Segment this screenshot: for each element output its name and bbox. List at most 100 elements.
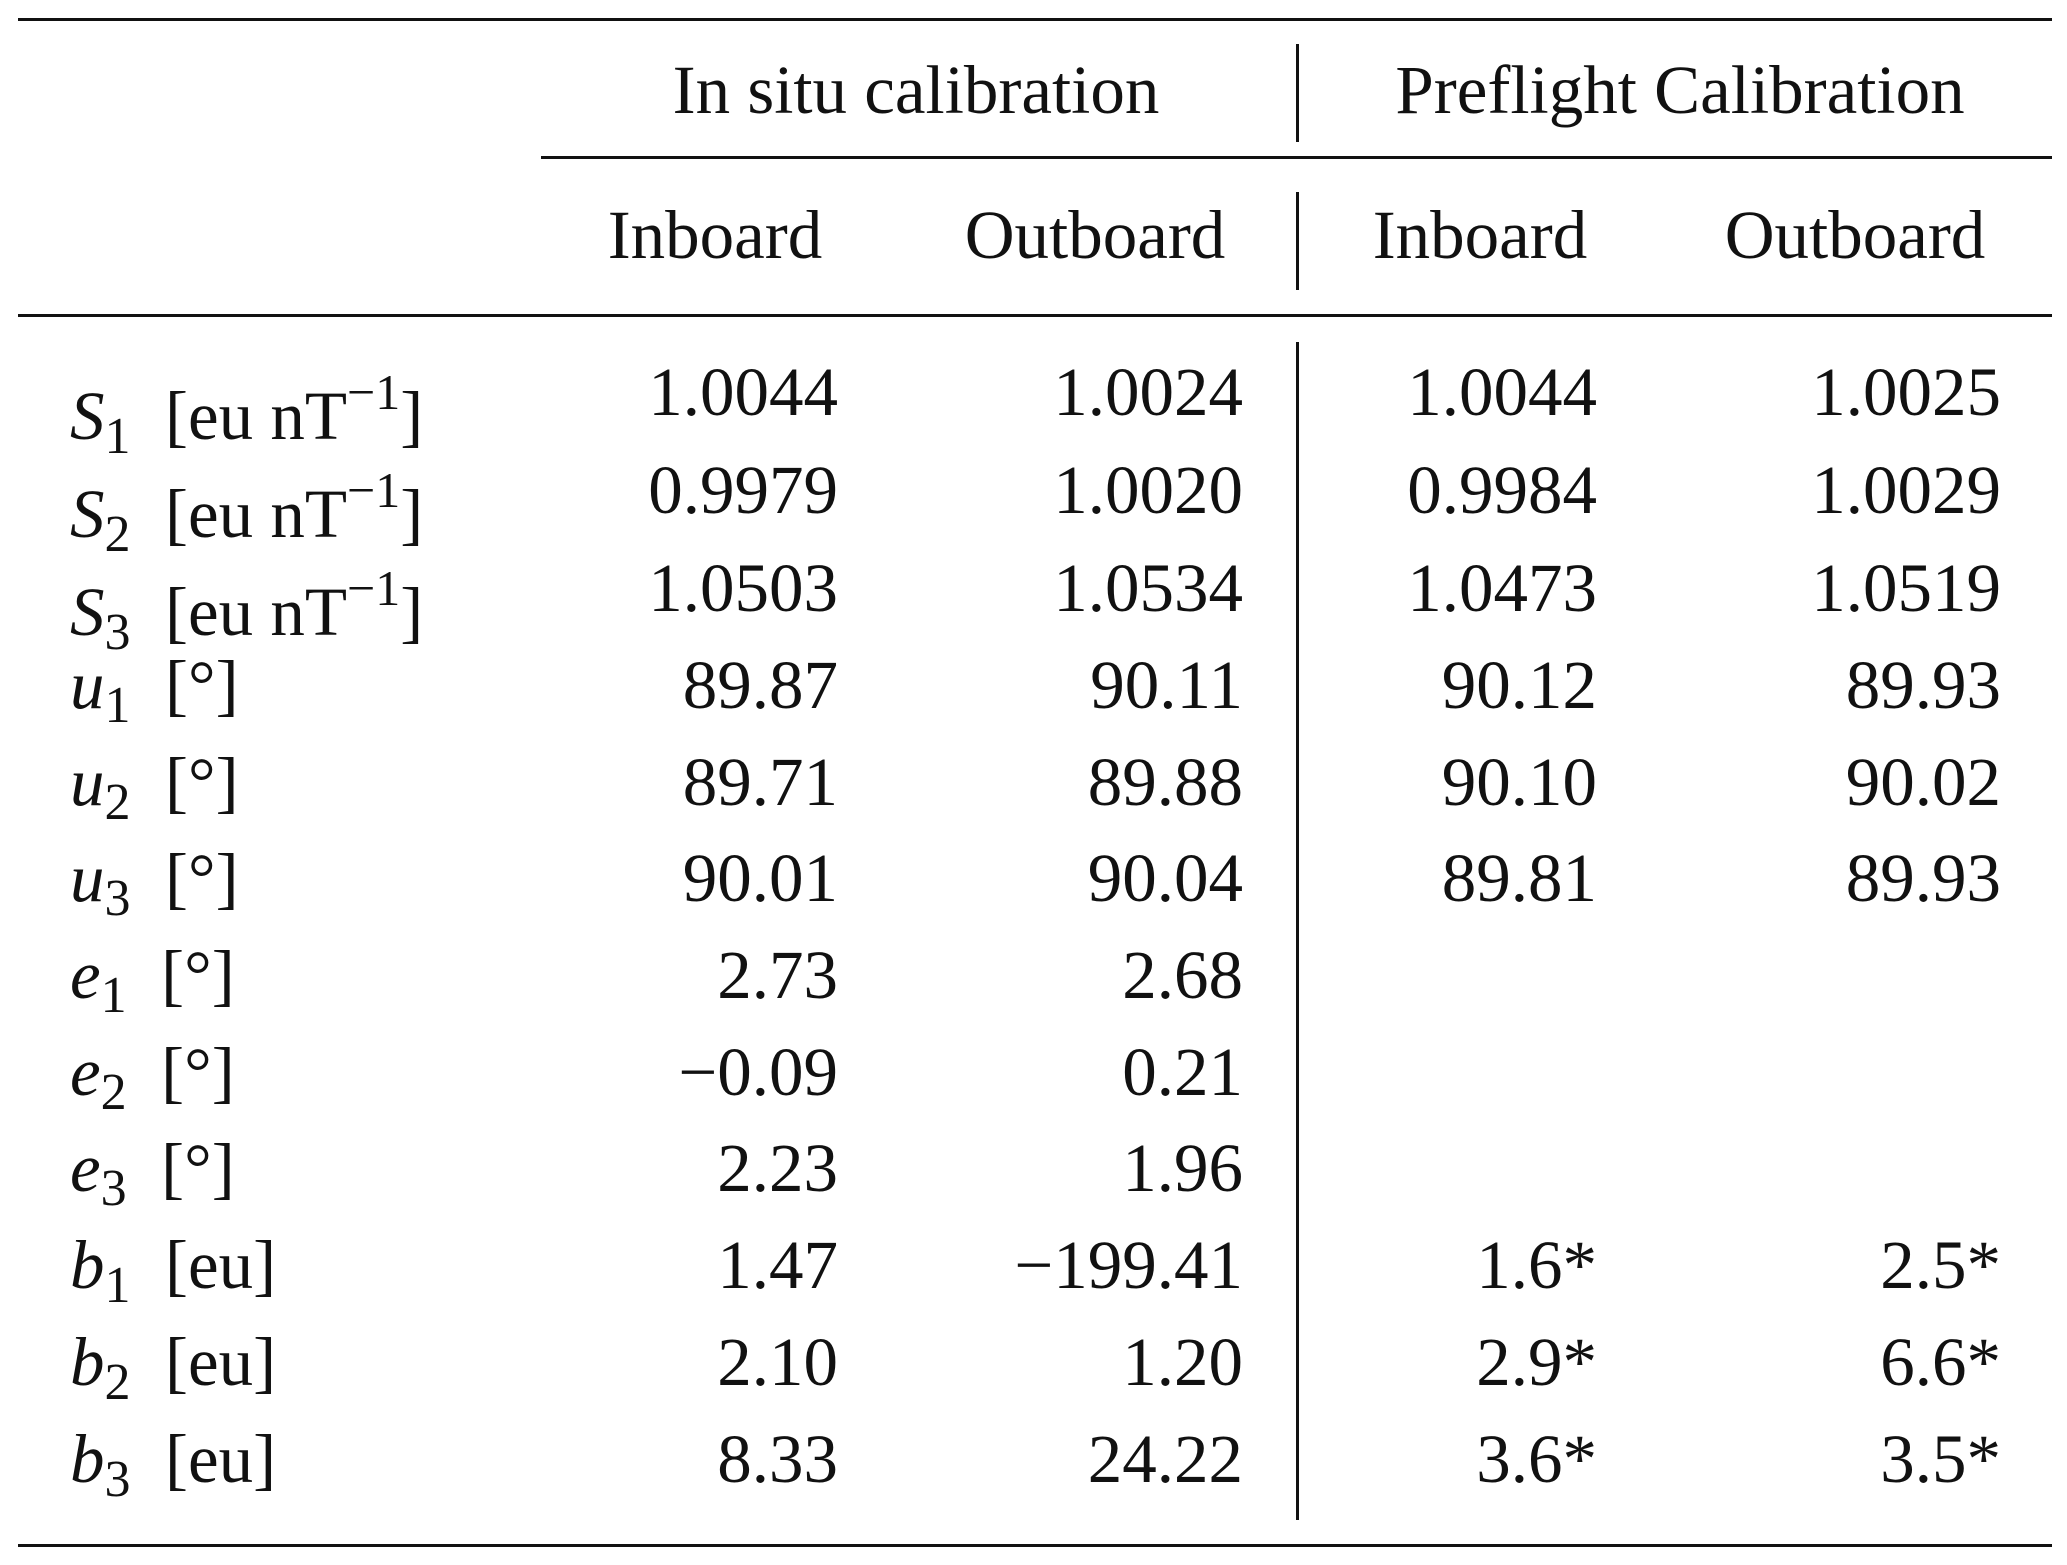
- row-label: e2 [°]: [70, 1032, 235, 1133]
- parameter-subscript: 2: [104, 774, 131, 831]
- parameter-symbol: e: [70, 1034, 101, 1110]
- table-cell: 1.0473: [1407, 550, 1597, 626]
- parameter-symbol: u: [70, 647, 105, 723]
- table-cell: 1.0020: [1053, 452, 1243, 528]
- column-header-insitu-inboard: Inboard: [607, 197, 823, 273]
- table-cell: 2.23: [717, 1130, 838, 1206]
- row-label: S3 [eu nT−1]: [70, 548, 423, 673]
- table-cell: 1.0024: [1053, 354, 1243, 430]
- group-header-preflight: Preflight Calibration: [1395, 52, 1965, 128]
- unit-text: [°]: [161, 1034, 235, 1110]
- table-cell: 89.93: [1845, 647, 2001, 723]
- body-separator-line: [1296, 342, 1299, 1520]
- header-rule: [18, 314, 2052, 317]
- parameter-subscript: 1: [104, 677, 131, 734]
- table-cell: 1.0519: [1811, 550, 2001, 626]
- table-cell: 1.0044: [648, 354, 838, 430]
- table-cell: 3.5*: [1880, 1421, 2001, 1497]
- parameter-subscript: 2: [100, 1064, 127, 1121]
- unit-text: [°]: [165, 744, 239, 820]
- parameter-symbol: S: [70, 378, 105, 454]
- parameter-subscript: 2: [104, 1354, 131, 1411]
- table-cell: 1.96: [1122, 1130, 1243, 1206]
- table-cell: 1.6*: [1476, 1227, 1597, 1303]
- table-cell: 1.0534: [1053, 550, 1243, 626]
- table-cell: 90.02: [1845, 744, 2001, 820]
- table-cell: 3.6*: [1476, 1421, 1597, 1497]
- parameter-symbol: b: [70, 1324, 105, 1400]
- unit-text: [eu]: [165, 1227, 277, 1303]
- table-cell: 1.0503: [648, 550, 838, 626]
- parameter-symbol: e: [70, 937, 101, 1013]
- parameter-subscript: 3: [104, 870, 131, 927]
- group-header-rule: [541, 156, 2052, 159]
- group-separator-line: [1296, 44, 1299, 142]
- parameter-symbol: S: [70, 476, 105, 552]
- row-label: b3 [eu]: [70, 1419, 276, 1520]
- table-cell: 1.47: [717, 1227, 838, 1303]
- table-cell: 1.20: [1122, 1324, 1243, 1400]
- parameter-subscript: 3: [100, 1160, 127, 1217]
- table-cell: 90.10: [1441, 744, 1597, 820]
- unit-exponent: −1: [347, 364, 401, 420]
- row-label: b1 [eu]: [70, 1225, 276, 1326]
- table-cell: −199.41: [1014, 1227, 1243, 1303]
- group-header-in-situ: In situ calibration: [672, 52, 1160, 128]
- parameter-symbol: S: [70, 574, 105, 650]
- parameter-symbol: u: [70, 840, 105, 916]
- unit-closing-bracket: ]: [400, 378, 424, 454]
- table-cell: 1.0044: [1407, 354, 1597, 430]
- parameter-subscript: 1: [104, 1257, 131, 1314]
- parameter-subscript: 2: [104, 506, 131, 563]
- column-header-insitu-outboard: Outboard: [964, 197, 1226, 273]
- unit-exponent: −1: [347, 462, 401, 518]
- row-label: S2 [eu nT−1]: [70, 450, 423, 575]
- table-cell: 90.12: [1441, 647, 1597, 723]
- table-cell: 2.9*: [1476, 1324, 1597, 1400]
- parameter-symbol: b: [70, 1227, 105, 1303]
- unit-exponent: −1: [347, 560, 401, 616]
- table-cell: 89.81: [1441, 840, 1597, 916]
- parameter-symbol: b: [70, 1421, 105, 1497]
- row-label: u2 [°]: [70, 742, 239, 843]
- unit-text: [°]: [161, 937, 235, 1013]
- table-cell: 89.87: [682, 647, 838, 723]
- row-label: u3 [°]: [70, 838, 239, 939]
- table-cell: 2.10: [717, 1324, 838, 1400]
- table-cell: 1.0025: [1811, 354, 2001, 430]
- table-cell: 24.22: [1087, 1421, 1243, 1497]
- table-cell: 2.68: [1122, 937, 1243, 1013]
- unit-text: [eu]: [165, 1324, 277, 1400]
- table-cell: 90.04: [1087, 840, 1243, 916]
- unit-closing-bracket: ]: [400, 574, 424, 650]
- parameter-subscript: 1: [100, 967, 127, 1024]
- unit-text: [eu nT: [165, 574, 348, 650]
- table-cell: 89.71: [682, 744, 838, 820]
- table-cell: 0.9984: [1407, 452, 1597, 528]
- unit-text: [eu]: [165, 1421, 277, 1497]
- unit-closing-bracket: ]: [400, 476, 424, 552]
- table-cell: 90.01: [682, 840, 838, 916]
- unit-text: [°]: [161, 1130, 235, 1206]
- table-cell: 1.0029: [1811, 452, 2001, 528]
- row-label: b2 [eu]: [70, 1322, 276, 1423]
- top-rule: [18, 18, 2052, 21]
- parameter-subscript: 3: [104, 604, 131, 661]
- table-cell: 0.9979: [648, 452, 838, 528]
- table-cell: 6.6*: [1880, 1324, 2001, 1400]
- table-cell: 2.73: [717, 937, 838, 1013]
- table-cell: −0.09: [678, 1034, 838, 1110]
- column-header-preflight-outboard: Outboard: [1724, 197, 1986, 273]
- table-cell: 90.11: [1090, 647, 1243, 723]
- parameter-subscript: 3: [104, 1451, 131, 1508]
- table-cell: 89.88: [1087, 744, 1243, 820]
- row-label: e3 [°]: [70, 1128, 235, 1229]
- unit-text: [°]: [165, 647, 239, 723]
- table-cell: 89.93: [1845, 840, 2001, 916]
- row-label: e1 [°]: [70, 935, 235, 1036]
- unit-text: [°]: [165, 840, 239, 916]
- table-cell: 2.5*: [1880, 1227, 2001, 1303]
- column-separator-line: [1296, 192, 1299, 290]
- unit-text: [eu nT: [165, 476, 348, 552]
- bottom-rule: [18, 1544, 2052, 1547]
